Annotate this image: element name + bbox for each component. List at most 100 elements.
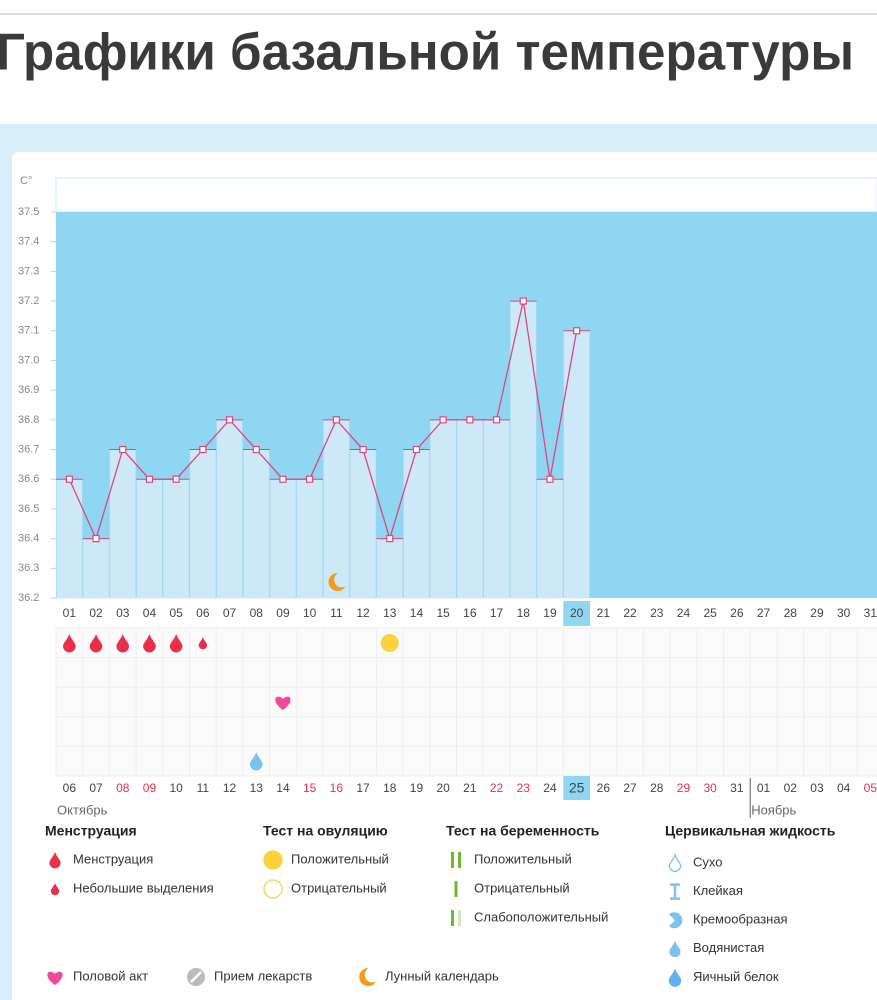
date-label: 25 — [569, 780, 585, 796]
bar — [510, 300, 537, 599]
current-date — [563, 776, 590, 800]
day-label: 03 — [116, 606, 130, 620]
day-label: 05 — [169, 606, 183, 620]
point — [573, 327, 581, 335]
date-label: 30 — [703, 781, 717, 795]
legend-item: Отрицательный — [291, 880, 387, 895]
menstruation-icon — [89, 634, 103, 653]
date-label: 19 — [410, 781, 424, 795]
legend-icon — [458, 852, 461, 868]
menstruation-icon — [143, 634, 156, 653]
bar — [163, 478, 190, 599]
day-label: 28 — [784, 606, 798, 620]
day-label: 20 — [570, 606, 584, 620]
month-label: Октябрь — [57, 802, 108, 817]
day-label: 04 — [143, 606, 157, 620]
legend-item: Менструация — [73, 851, 153, 866]
date-label: 20 — [436, 781, 450, 795]
bar — [109, 449, 136, 599]
point — [519, 297, 527, 305]
day-label: 22 — [623, 606, 637, 620]
date-label: 14 — [276, 781, 290, 795]
date-label: 02 — [784, 781, 798, 795]
spotting-icon — [198, 637, 208, 650]
legend-icon — [458, 910, 461, 926]
y-tick-label: 37.2 — [18, 295, 39, 307]
y-tick-label: 36.5 — [18, 503, 39, 515]
date-label: 15 — [303, 781, 317, 795]
point — [65, 475, 73, 483]
y-tick-label: 37.4 — [18, 236, 39, 248]
month-label: Ноябрь — [751, 802, 796, 817]
legend-header: Цервикальная жидкость — [665, 823, 836, 839]
legend-item: Яичный белок — [693, 969, 779, 984]
date-label: 01 — [757, 781, 771, 795]
bar — [82, 538, 110, 599]
day-label: 26 — [730, 606, 744, 620]
day-label: 07 — [223, 606, 237, 620]
day-label: 09 — [276, 606, 290, 620]
legend-item: Отрицательный — [474, 880, 570, 895]
day-label: 23 — [650, 606, 664, 620]
day-label: 13 — [383, 606, 397, 620]
y-tick-label: 36.9 — [18, 384, 39, 396]
point — [279, 475, 287, 483]
point — [332, 416, 340, 424]
date-label: 23 — [517, 781, 531, 795]
date-label: 22 — [490, 781, 504, 795]
legend-item: Прием лекарств — [214, 968, 312, 983]
legend-icon — [454, 881, 458, 897]
day-label: 10 — [303, 606, 317, 620]
y-tick-label: 36.3 — [18, 562, 39, 574]
day-label: 21 — [597, 606, 611, 620]
bar — [136, 478, 163, 599]
day-label: 15 — [436, 606, 450, 620]
date-label: 03 — [810, 781, 824, 795]
date-label: 13 — [250, 781, 264, 795]
y-tick-label: 36.4 — [18, 533, 39, 545]
date-label: 29 — [677, 781, 691, 795]
date-label: 12 — [223, 781, 237, 795]
date-label: 17 — [356, 781, 370, 795]
bar — [216, 419, 243, 599]
date-label: 26 — [597, 781, 611, 795]
moon-icon — [328, 572, 346, 591]
legend-icon — [263, 850, 283, 870]
bar — [56, 478, 83, 599]
menstruation-icon — [116, 634, 130, 653]
y-tick-label: 36.2 — [18, 592, 39, 604]
legend-header: Тест на овуляцию — [263, 823, 388, 839]
day-label: 24 — [677, 606, 691, 620]
legend-item: Положительный — [474, 851, 572, 866]
bar — [536, 478, 564, 599]
legend-item: Небольшие выделения — [73, 880, 214, 895]
day-label: 01 — [63, 606, 77, 620]
legend-item: Положительный — [291, 851, 389, 866]
plot-top — [55, 177, 877, 213]
legend-icon — [668, 852, 682, 872]
day-label: 14 — [410, 606, 424, 620]
day-label: 18 — [517, 606, 531, 620]
bar — [269, 478, 297, 599]
legend-icon — [49, 852, 61, 869]
intercourse-icon — [275, 696, 291, 710]
point — [92, 535, 100, 543]
bar — [430, 419, 457, 599]
bar — [243, 449, 270, 599]
legend-item: Сухо — [693, 854, 722, 869]
bar — [403, 449, 430, 599]
bar — [483, 419, 510, 599]
point — [252, 445, 260, 454]
legend-header: Менструация — [45, 823, 137, 839]
date-label: 18 — [383, 781, 397, 795]
legend-item: Кремообразная — [693, 912, 788, 927]
day-label: 29 — [810, 606, 824, 620]
y-tick-label: 36.8 — [18, 414, 39, 426]
date-label: 27 — [623, 781, 637, 795]
date-label: 05 — [864, 781, 877, 795]
date-label: 21 — [463, 781, 477, 795]
bar — [189, 449, 216, 599]
day-label: 27 — [757, 606, 771, 620]
legend-icon — [668, 968, 682, 987]
